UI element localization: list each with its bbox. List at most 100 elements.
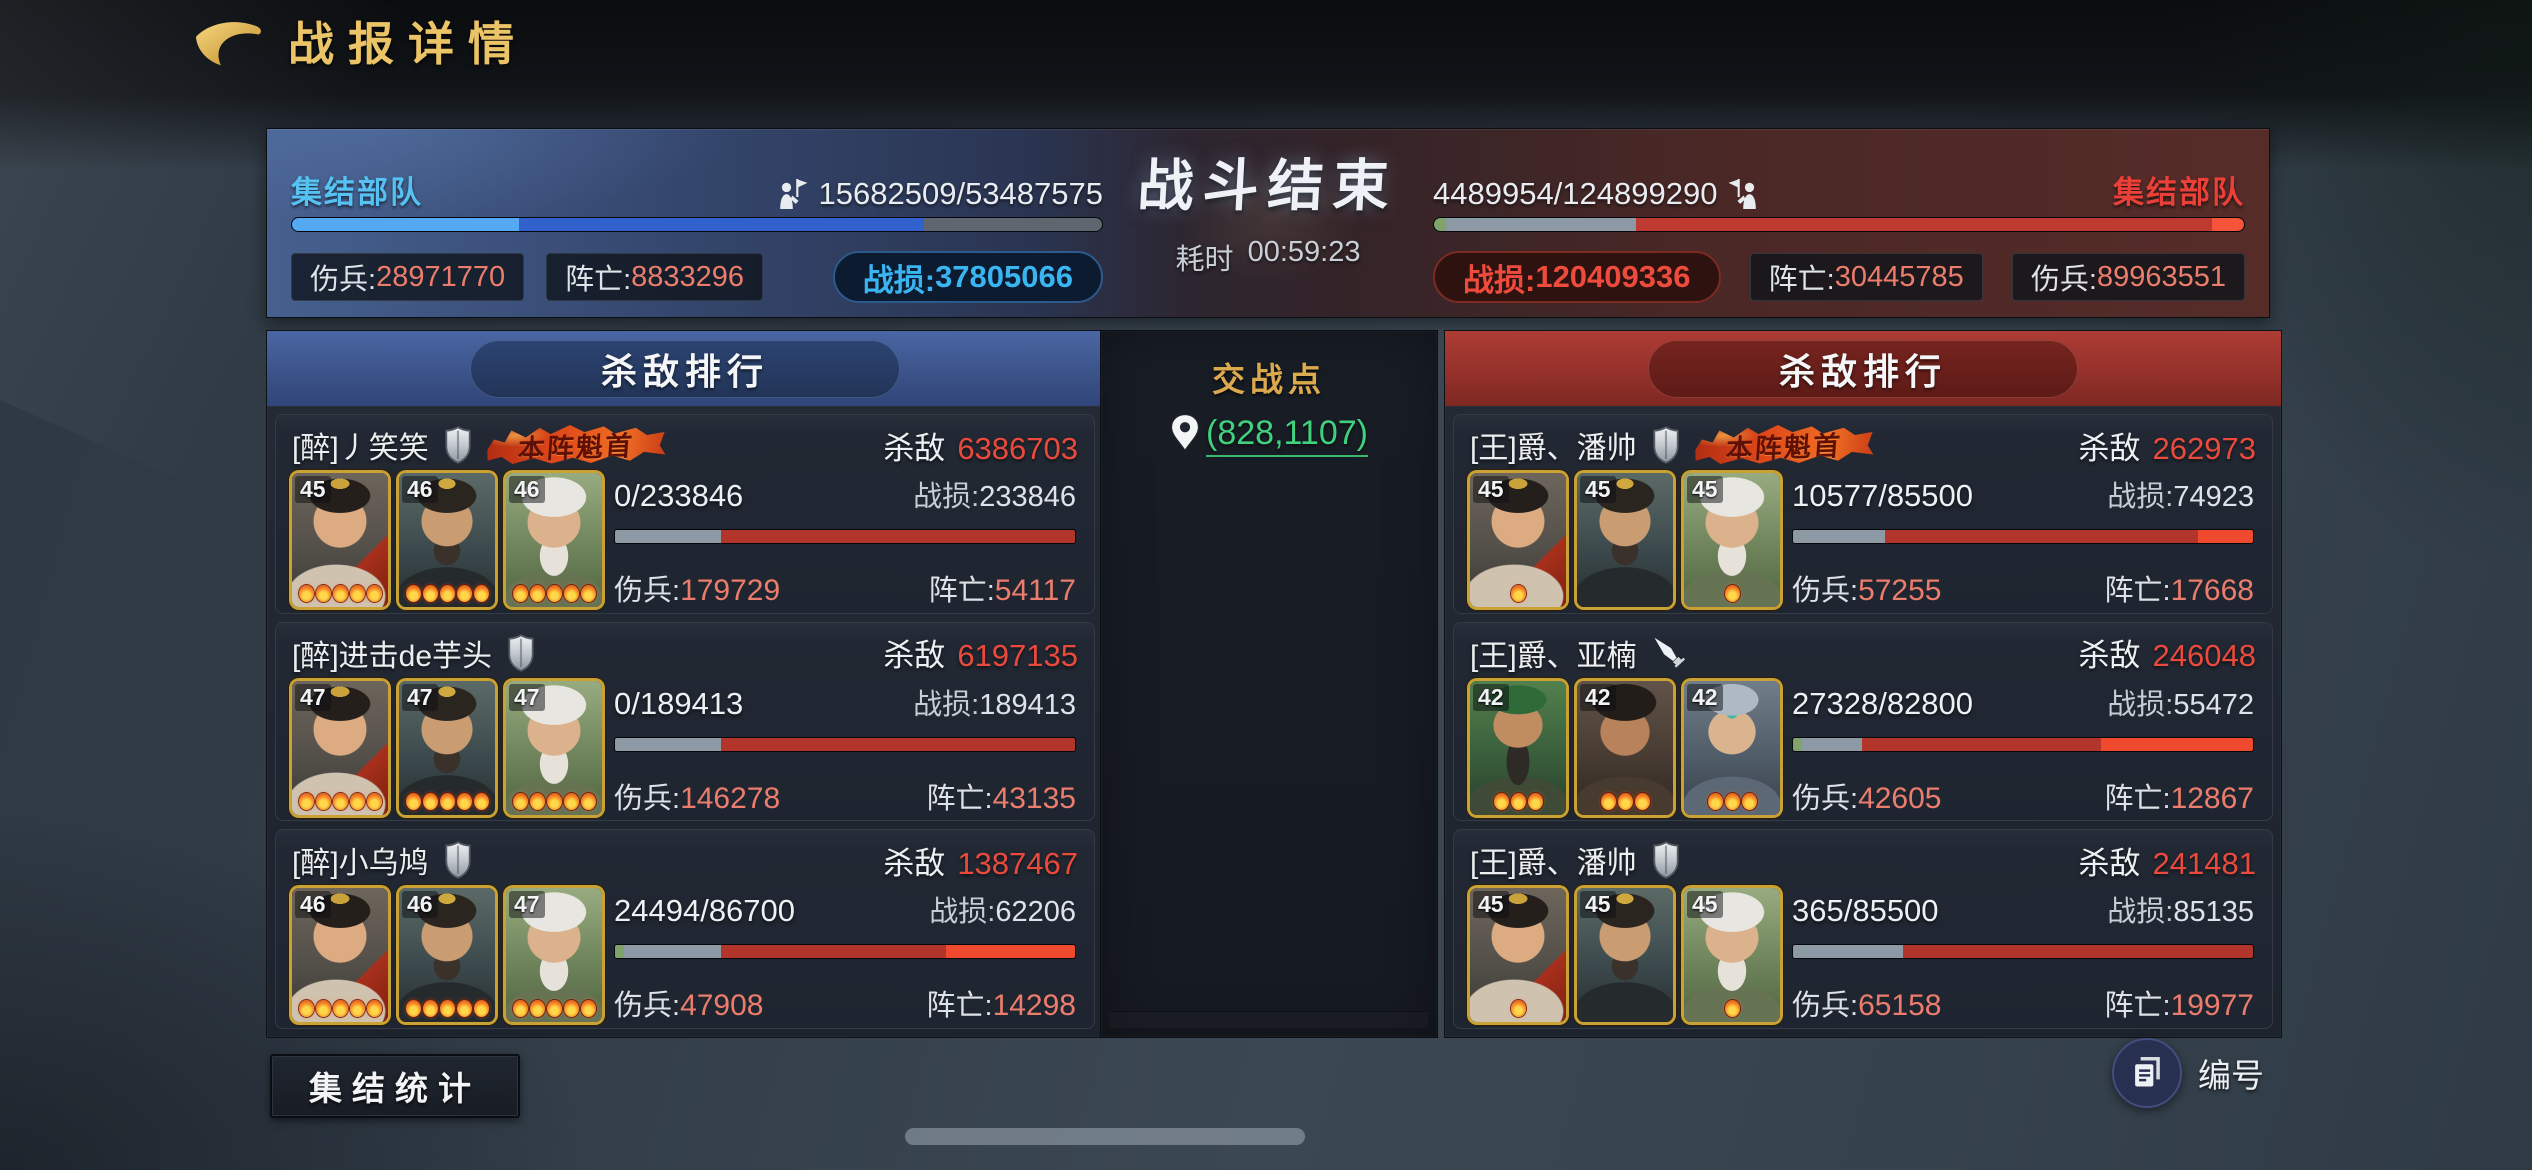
battle-duration: 耗时 00:59:23 [1088, 236, 1448, 278]
kills-stat: 杀敌 262973 [2079, 423, 2256, 468]
hero-stars [1470, 792, 1566, 810]
troops-remaining: 0/233846 [614, 478, 744, 513]
hero-card: 46 [506, 473, 602, 607]
hero-card: 45 [1684, 473, 1780, 607]
right-kill-ranking-panel: 杀敌排行 [王]爵、潘帅 本阵魁首 [1444, 330, 2282, 1038]
right-dead-chip: 阵亡: 30445785 [1749, 253, 1983, 301]
dust-particles [0, 0, 4, 4]
loss-progress-bar [614, 944, 1076, 960]
player-name: [醉]小乌鸠 [292, 847, 429, 881]
wounded-value: 65158 [1858, 989, 1942, 1023]
ranking-entry[interactable]: [王]爵、亚楠 杀敌 246048 [1453, 621, 2273, 822]
hero-portraits: 46 46 47 [292, 888, 602, 1023]
kills-label: 杀敌 [883, 430, 946, 466]
wounded-stat: 伤兵:47908 [614, 989, 764, 1023]
ranking-entry[interactable]: [王]爵、潘帅 杀敌 241481 [1453, 829, 2273, 1030]
left-panel-header: 杀敌排行 [266, 330, 1104, 406]
shield-icon [443, 425, 473, 465]
wounded-stat: 伤兵:42605 [1792, 781, 1942, 815]
kills-stat: 杀敌 246048 [2079, 630, 2256, 675]
hero-level: 46 [295, 891, 331, 919]
ranking-entry[interactable]: [王]爵、潘帅 本阵魁首 杀敌 262973 [1453, 414, 2273, 614]
ranking-entry[interactable]: [醉]小乌鸠 杀敌 1387467 [275, 829, 1095, 1030]
kills-label: 杀敌 [883, 845, 946, 881]
hero-stars [506, 585, 602, 602]
right-army-progress-bar [1433, 217, 2245, 232]
assembly-stats-button[interactable]: 集结统计 [270, 1054, 520, 1118]
entry-stats: 365/85500 战损:85135 伤兵:65158 阵亡:19977 [1792, 886, 2254, 1022]
back-button[interactable] [190, 16, 266, 72]
soldier-icon [773, 176, 809, 212]
ranking-entry[interactable]: [醉]进击de芋头 杀敌 6197135 [275, 621, 1095, 822]
hero-level: 42 [1687, 683, 1723, 711]
loss-value: 189413 [979, 688, 1076, 721]
duration-label: 耗时 [1175, 244, 1234, 276]
dead-value: 54117 [994, 574, 1076, 607]
loss-progress-bar [614, 736, 1076, 752]
hero-level: 45 [1687, 891, 1723, 919]
kills-value: 6197135 [957, 638, 1078, 674]
loss-stat: 战损:74923 [2107, 481, 2254, 513]
kills-stat: 杀敌 241481 [2079, 838, 2256, 883]
hero-card: 45 [1684, 888, 1780, 1023]
right-army-troop-count: 4489954/124899290 [1433, 176, 1763, 212]
left-army-name: 集结部队 [291, 175, 423, 210]
dead-stat: 阵亡:19977 [2104, 989, 2255, 1023]
hero-card: 45 [1470, 473, 1566, 607]
loss-stat: 战损:233846 [913, 481, 1076, 513]
mvp-badge: 本阵魁首 [1694, 421, 1873, 469]
dead-value: 19977 [2170, 989, 2254, 1023]
mvp-badge-text: 本阵魁首 [1724, 430, 1843, 465]
hero-level: 42 [1473, 683, 1509, 711]
loss-stat: 战损:85135 [2107, 896, 2254, 929]
hero-stars [1470, 585, 1566, 602]
right-army-summary: 4489954/124899290 集结部队 战损: 120409336 阵亡: 3… [1433, 129, 2245, 317]
entry-header: [王]爵、亚楠 杀敌 246048 [1470, 631, 2256, 675]
left-loss-pill: 战损: 37805066 [832, 251, 1103, 303]
hero-card: 46 [399, 888, 495, 1023]
player-name: [醉]丿笑笑 [292, 432, 429, 465]
right-loss-pill: 战损: 120409336 [1433, 251, 1721, 303]
horizontal-scrollbar[interactable] [905, 1128, 1305, 1145]
wounded-value: 179729 [680, 574, 781, 607]
page-title: 战报详情 [288, 18, 528, 70]
kills-label: 杀敌 [883, 638, 946, 674]
ranking-entry[interactable]: [醉]丿笑笑 本阵魁首 杀敌 6386703 [275, 414, 1095, 614]
right-panel-body: [王]爵、潘帅 本阵魁首 杀敌 262973 [1444, 406, 2282, 1038]
player-name: [王]爵、潘帅 [1470, 432, 1637, 465]
hero-card: 42 [1684, 680, 1780, 815]
entry-header: [醉]小乌鸠 杀敌 1387467 [292, 838, 1078, 882]
player-name: [醉]进击de芋头 [292, 639, 493, 673]
kills-stat: 杀敌 6197135 [883, 630, 1078, 675]
entry-header: [王]爵、潘帅 杀敌 241481 [1470, 838, 2256, 882]
left-army-troop-count: 15682509/53487575 [773, 176, 1103, 212]
battle-point-coords-link[interactable]: (828,1107) [1206, 414, 1368, 457]
troops-remaining: 0/189413 [614, 685, 744, 721]
shield-icon [506, 633, 536, 673]
loss-stat: 战损:55472 [2107, 688, 2254, 721]
loss-progress-bar [1792, 944, 2254, 960]
entry-stats: 0/189413 战损:189413 伤兵:146278 阵亡:43135 [614, 679, 1076, 815]
battle-point-location[interactable]: (828,1107) [1101, 413, 1437, 457]
player-name: [王]爵、亚楠 [1470, 639, 1637, 673]
hero-card: 42 [1470, 680, 1566, 815]
copy-number-icon [2112, 1038, 2182, 1108]
kills-value: 262973 [2152, 430, 2256, 466]
report-number-button[interactable]: 编号 [2112, 1038, 2264, 1108]
hero-card: 47 [506, 680, 602, 815]
hero-stars [506, 792, 602, 810]
troops-remaining: 24494/86700 [614, 893, 796, 929]
entry-stats: 27328/82800 战损:55472 伤兵:42605 阵亡:12867 [1792, 679, 2254, 815]
left-army-troops-value: 15682509/53487575 [818, 176, 1103, 211]
wounded-value: 146278 [680, 781, 781, 815]
duration-value: 00:59:23 [1247, 236, 1361, 268]
hero-level: 47 [402, 683, 438, 711]
loss-stat: 战损:62206 [929, 896, 1076, 929]
back-arrow-icon [190, 22, 266, 76]
hero-stars [506, 1000, 602, 1018]
mvp-badge-text: 本阵魁首 [516, 430, 635, 465]
hero-level: 45 [295, 476, 331, 503]
report-number-label: 编号 [2198, 1057, 2264, 1094]
dead-stat: 阵亡:14298 [926, 989, 1077, 1023]
